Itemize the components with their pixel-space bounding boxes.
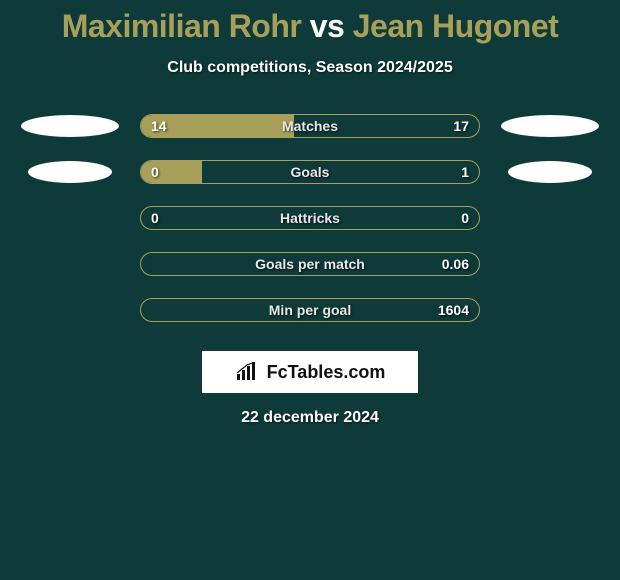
stat-bar: 0 Hattricks 0: [140, 206, 480, 230]
left-side: [0, 115, 140, 137]
player1-name: Maximilian Rohr: [62, 8, 302, 44]
left-value: 14: [151, 118, 167, 134]
right-ellipse: [508, 161, 592, 183]
comparison-row: Goals per match 0.06: [0, 241, 620, 287]
left-value: 0: [151, 164, 159, 180]
stat-bar: 14 Matches 17: [140, 114, 480, 138]
right-side: [480, 115, 620, 137]
metric-label: Min per goal: [269, 302, 351, 318]
page-title: Maximilian Rohr vs Jean Hugonet: [0, 0, 620, 45]
stat-bar: Goals per match 0.06: [140, 252, 480, 276]
comparison-row: 0 Goals 1: [0, 149, 620, 195]
right-value: 17: [453, 118, 469, 134]
right-value: 1604: [438, 302, 469, 318]
right-value: 0.06: [442, 256, 469, 272]
left-ellipse: [28, 161, 112, 183]
stat-bar: Min per goal 1604: [140, 298, 480, 322]
right-value: 0: [461, 210, 469, 226]
metric-label: Goals: [291, 164, 330, 180]
logo-text: FcTables.com: [267, 362, 386, 383]
vs-label: vs: [310, 8, 345, 44]
right-ellipse: [501, 115, 599, 137]
date-label: 22 december 2024: [0, 409, 620, 427]
left-value: 0: [151, 210, 159, 226]
metric-label: Hattricks: [280, 210, 340, 226]
right-side: [480, 161, 620, 183]
left-side: [0, 161, 140, 183]
comparison-rows: 14 Matches 17 0 Goals 1 0 Hattricks 0 Goals per m…: [0, 103, 620, 333]
subtitle: Club competitions, Season 2024/2025: [0, 59, 620, 77]
comparison-row: Min per goal 1604: [0, 287, 620, 333]
logo-box[interactable]: FcTables.com: [202, 351, 418, 393]
metric-label: Matches: [282, 118, 338, 134]
stat-bar: 0 Goals 1: [140, 160, 480, 184]
player2-name: Jean Hugonet: [353, 8, 559, 44]
barchart-icon: [235, 362, 261, 382]
comparison-row: 0 Hattricks 0: [0, 195, 620, 241]
left-ellipse: [21, 115, 119, 137]
comparison-row: 14 Matches 17: [0, 103, 620, 149]
metric-label: Goals per match: [255, 256, 365, 272]
right-value: 1: [461, 164, 469, 180]
